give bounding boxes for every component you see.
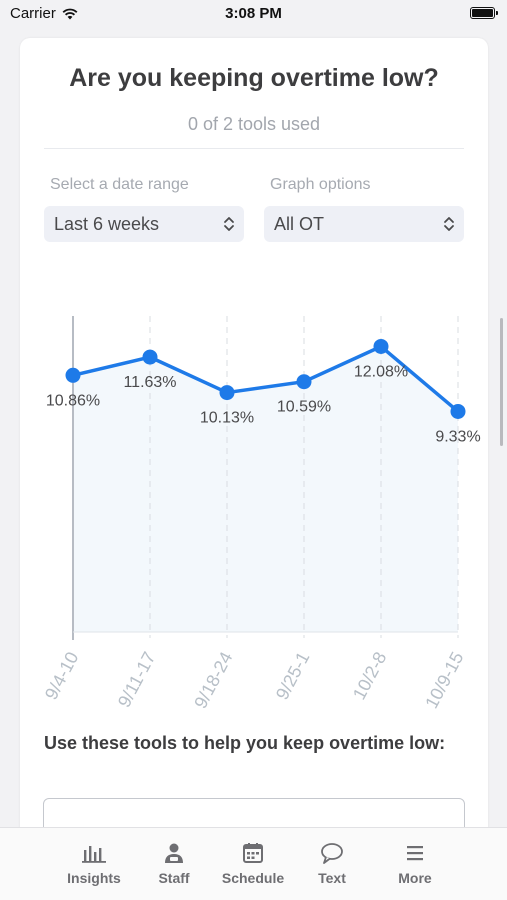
battery-icon xyxy=(470,7,498,19)
overtime-line-chart: 10.86% 11.63% 10.13% 10.59% 12.08% 9.33% 9/4-1… xyxy=(41,316,481,712)
menu-icon xyxy=(407,846,423,861)
date-range-label: Select a date range xyxy=(50,176,189,193)
graph-options-select[interactable]: All OT xyxy=(264,206,464,242)
chevron-up-down-icon xyxy=(444,217,454,231)
divider xyxy=(44,148,464,149)
tab-label: Insights xyxy=(67,870,121,886)
chart-x-tick-label: 9/18-24 xyxy=(190,648,236,711)
chart-point xyxy=(65,367,81,383)
chart-area-fill xyxy=(73,346,458,632)
chart-data-label: 11.63% xyxy=(123,374,176,391)
chart-point xyxy=(296,374,312,390)
calendar-icon xyxy=(243,843,263,863)
tab-insights[interactable]: Insights xyxy=(54,842,134,886)
date-range-select[interactable]: Last 6 weeks xyxy=(44,206,244,242)
chart-x-tick-label: 10/2-8 xyxy=(349,648,391,702)
tab-bar: Insights Staff Schedule Text xyxy=(0,827,507,900)
tab-label: Text xyxy=(318,870,346,886)
chart-point xyxy=(219,385,235,401)
graph-options-value: All OT xyxy=(274,213,325,234)
graph-options-label: Graph options xyxy=(270,176,371,193)
chart-point xyxy=(142,349,158,365)
tab-text[interactable]: Text xyxy=(292,842,372,886)
tools-used-count: 0 of 2 tools used xyxy=(187,114,321,134)
chart-point xyxy=(373,338,389,354)
bar-chart-icon xyxy=(82,846,106,863)
tab-staff[interactable]: Staff xyxy=(134,842,214,886)
overtime-card: Are you keeping overtime low? 0 of 2 too… xyxy=(20,38,488,838)
chart-x-tick-label: 9/25-1 xyxy=(272,648,314,702)
tools-heading: Use these tools to help you keep overtim… xyxy=(44,733,446,753)
chart-point xyxy=(450,403,466,419)
tab-label: Schedule xyxy=(221,870,285,886)
status-bar: Carrier 3:08 PM xyxy=(0,0,507,30)
chart-data-label: 10.86% xyxy=(46,392,100,409)
tab-schedule[interactable]: Schedule xyxy=(213,842,293,886)
chart-series-line xyxy=(72,344,460,413)
staff-icon xyxy=(165,843,183,863)
chart-data-label: 9.33% xyxy=(435,428,480,445)
date-range-value: Last 6 weeks xyxy=(54,213,160,234)
card-title: Are you keeping overtime low? xyxy=(69,64,439,92)
status-time: 3:08 PM xyxy=(225,5,282,22)
chart-x-tick-label: 9/4-10 xyxy=(41,648,83,702)
chevron-up-down-icon xyxy=(224,217,234,231)
chart-data-label: 10.59% xyxy=(277,399,331,416)
chart-data-label: 12.08% xyxy=(354,363,408,380)
carrier-info: Carrier xyxy=(10,5,78,22)
carrier-name: Carrier xyxy=(10,5,56,22)
tab-label: Staff xyxy=(158,870,190,886)
chart-x-tick-label: 10/9-15 xyxy=(421,648,467,711)
chart-data-label: 10.13% xyxy=(200,410,254,427)
scroll-indicator[interactable] xyxy=(500,318,503,446)
chart-x-tick-label: 9/11-17 xyxy=(114,648,160,710)
speech-bubble-icon xyxy=(321,843,343,864)
tab-label: More xyxy=(398,870,432,886)
wifi-icon xyxy=(62,8,78,19)
tab-more[interactable]: More xyxy=(375,842,455,886)
